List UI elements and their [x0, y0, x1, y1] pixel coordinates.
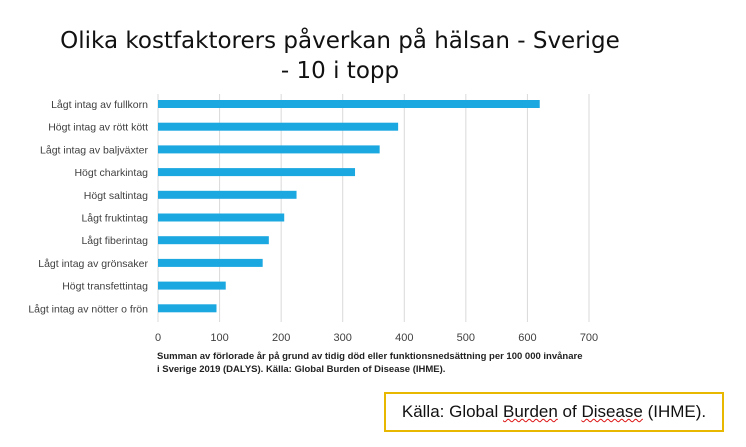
- category-label: Lågt intag av baljväxter: [40, 144, 148, 156]
- x-tick-label: 0: [155, 332, 161, 344]
- bar: [158, 168, 356, 177]
- x-tick-labels: 0 100 200 300 400 500 600 700: [155, 332, 598, 344]
- x-tick-label: 700: [580, 332, 598, 344]
- category-label: Högt intag av rött kött: [48, 122, 148, 134]
- source-prefix: Källa: Global: [401, 402, 503, 421]
- bar: [158, 190, 297, 199]
- source-word-burden: Burden: [502, 402, 558, 421]
- x-tick-label: 500: [457, 332, 475, 344]
- category-label: Högt saltintag: [84, 190, 148, 202]
- bar: [158, 122, 399, 131]
- chart-caption: Summan av förlorade år på grund av tidig…: [157, 350, 607, 376]
- bar: [158, 281, 226, 290]
- category-label: Lågt fiberintag: [81, 235, 148, 247]
- category-label: Lågt intag av grönsaker: [38, 258, 148, 270]
- bars: [158, 100, 540, 313]
- x-tick-label: 100: [210, 332, 228, 344]
- source-mid: of: [557, 402, 582, 421]
- source-suffix: (IHME).: [642, 402, 707, 421]
- bar: [158, 145, 380, 154]
- category-labels: Lågt intag av fullkorn Högt intag av rött…: [28, 99, 148, 315]
- category-label: Lågt intag av fullkorn: [51, 99, 148, 111]
- caption-line-2: i Sverige 2019 (DALYS). Källa: Global Bu…: [157, 364, 446, 375]
- gridlines: [157, 94, 590, 322]
- chart-title: Olika kostfaktorers påverkan på hälsan -…: [60, 28, 620, 84]
- category-label: Högt charkintag: [74, 167, 148, 179]
- x-tick-label: 300: [334, 332, 352, 344]
- caption-line-1: Summan av förlorade år på grund av tidig…: [157, 351, 583, 362]
- bar: [158, 304, 217, 313]
- x-tick-label: 600: [518, 332, 536, 344]
- source-word-disease: Disease: [581, 402, 643, 421]
- bar: [158, 258, 263, 267]
- bar: [158, 236, 269, 245]
- source-box: Källa: Global Burden of Disease (IHME).: [384, 392, 724, 432]
- category-label: Lågt intag av nötter o frön: [28, 303, 148, 315]
- bar: [158, 100, 540, 108]
- bar: [158, 213, 285, 222]
- x-tick-label: 200: [272, 332, 290, 344]
- category-label: Högt transfettintag: [62, 281, 148, 293]
- category-label: Lågt fruktintag: [81, 213, 148, 225]
- x-tick-label: 400: [395, 332, 413, 344]
